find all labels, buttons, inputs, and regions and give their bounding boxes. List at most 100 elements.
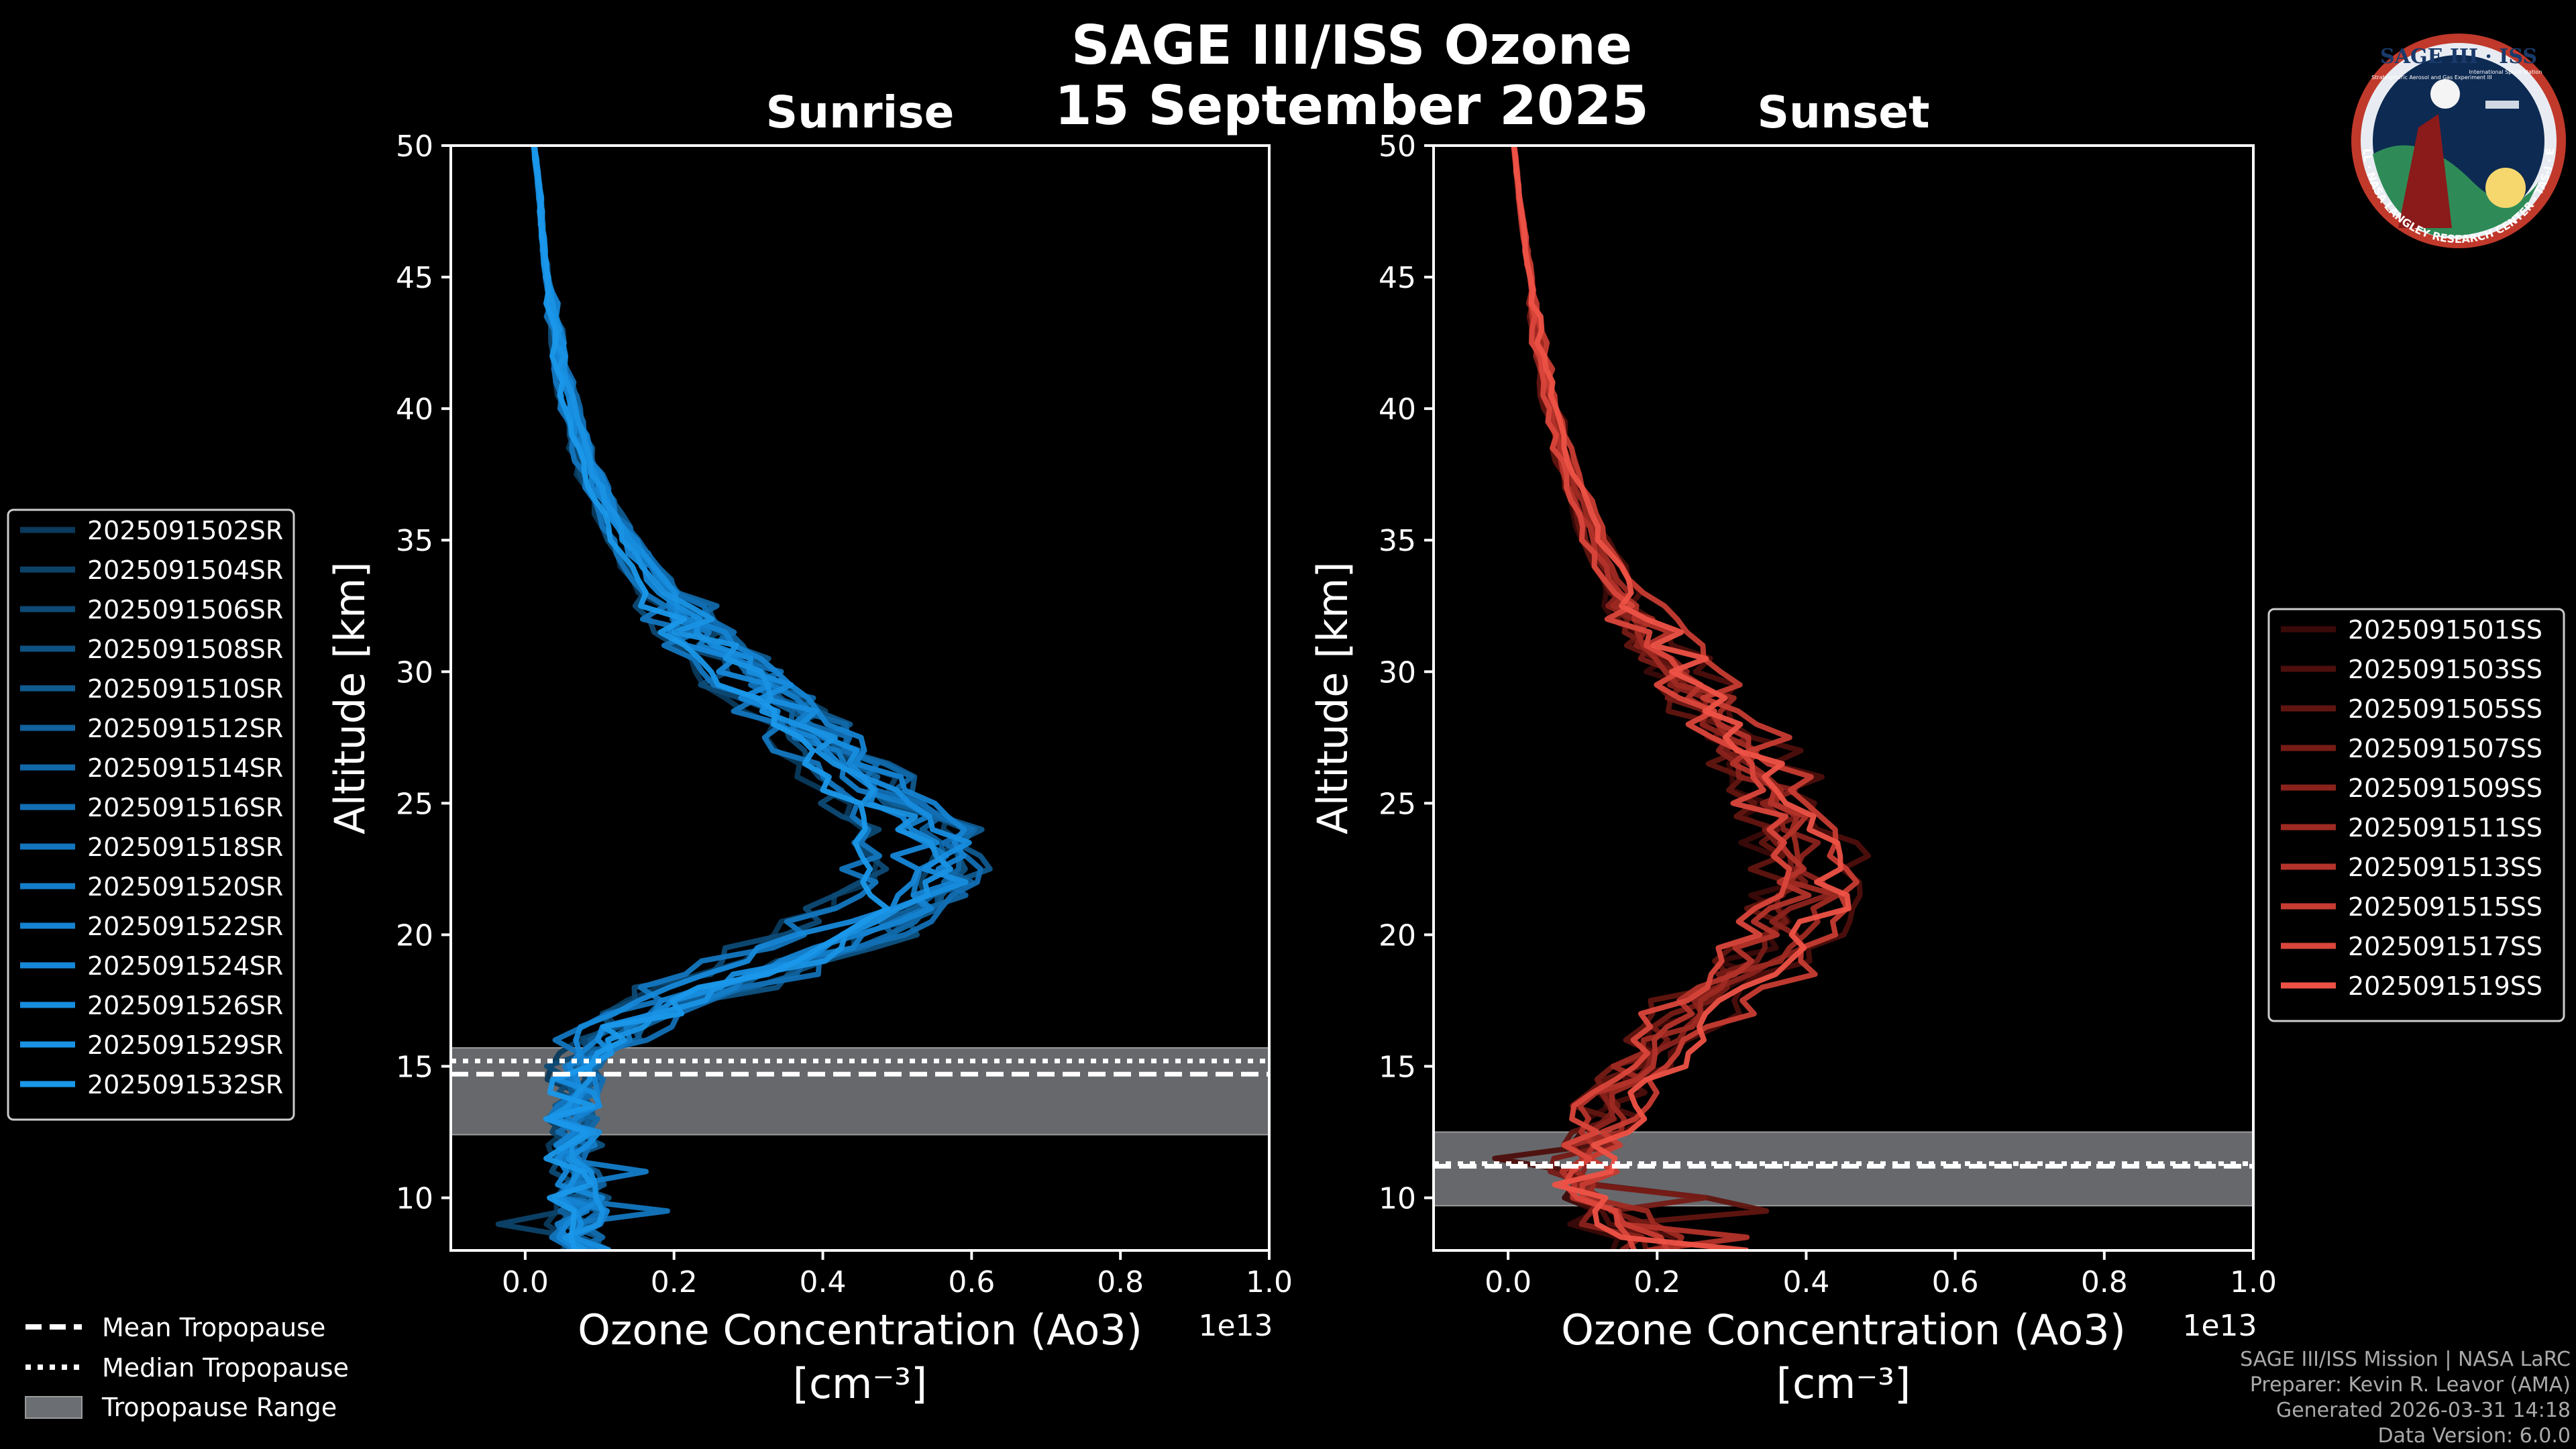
y-tick-label: 25 — [396, 787, 433, 821]
footer-line-mission: SAGE III/ISS Mission | NASA LaRC — [2240, 1348, 2571, 1371]
y-tick-label: 40 — [396, 392, 433, 427]
mean-tropopause-label: Mean Tropopause — [102, 1313, 325, 1342]
series-legend-label: 2025091504SR — [87, 555, 283, 585]
footer-line-preparer: Preparer: Kevin R. Leavor (AMA) — [2250, 1373, 2571, 1397]
series-legend-label: 2025091505SS — [2348, 694, 2542, 724]
series-legend-label: 2025091514SR — [87, 753, 283, 783]
series-legend: 2025091501SS 2025091503SS 2025091505SS 2025… — [2267, 608, 2565, 1022]
x-tick-label: 0.6 — [948, 1265, 995, 1299]
series-legend-label: 2025091506SR — [87, 595, 283, 625]
x-axis-unit: [cm⁻³] — [1776, 1359, 1911, 1408]
footer-line-version: Data Version: 6.0.0 — [2378, 1424, 2571, 1448]
panel-title: Sunrise — [766, 87, 955, 138]
profile-line-2025091507SS — [1511, 146, 1809, 1250]
x-tick-label: 0.8 — [1097, 1265, 1144, 1299]
tropopause-range-label: Tropopause Range — [101, 1393, 337, 1422]
logo-iss-text: International Space Station — [2469, 69, 2542, 75]
y-axis-label: Altitude [km] — [1308, 561, 1357, 835]
y-tick-label: 10 — [396, 1182, 433, 1216]
tropopause-range-swatch — [25, 1396, 83, 1419]
y-tick-label: 30 — [396, 655, 433, 690]
y-tick-label: 45 — [396, 261, 433, 295]
y-tick-label: 45 — [1379, 261, 1416, 295]
y-tick-label: 15 — [1379, 1051, 1416, 1085]
y-tick-label: 50 — [1379, 129, 1416, 164]
y-tick-label: 30 — [1379, 655, 1416, 690]
x-tick-label: 0.0 — [1485, 1265, 1532, 1299]
figure-title-line2: 15 September 2025 — [1055, 74, 1649, 137]
series-legend-label: 2025091507SS — [2348, 734, 2542, 763]
logo-sub-text: Stratospheric Aerosol and Gas Experiment… — [2371, 74, 2491, 80]
plot-frame — [449, 144, 1271, 1252]
series-legend-label: 2025091522SR — [87, 912, 283, 941]
x-tick-label: 0.2 — [1633, 1265, 1680, 1299]
x-axis-label: Ozone Concentration (Ao3) — [578, 1305, 1142, 1354]
logo-moon-icon — [2430, 79, 2460, 109]
logo-sun-icon — [2485, 168, 2526, 208]
x-tick-label: 0.0 — [502, 1265, 549, 1299]
profile-line-2025091501SS — [1511, 146, 1803, 1250]
plot-frame — [1432, 144, 2255, 1252]
profile-line-2025091511SS — [1511, 146, 1840, 1250]
y-tick-label: 25 — [1379, 787, 1416, 821]
series-legend-label: 2025091502SR — [87, 516, 283, 545]
y-tick-label: 35 — [396, 524, 433, 558]
series-legend-label: 2025091515SS — [2348, 892, 2542, 922]
y-tick-label: 50 — [396, 129, 433, 164]
y-axis-label: Altitude [km] — [325, 561, 374, 835]
x-tick-label: 0.4 — [800, 1265, 847, 1299]
y-tick-label: 15 — [396, 1051, 433, 1085]
tropopause-legend: Mean Tropopause Median Tropopause Tropop… — [25, 1313, 349, 1422]
profile-line-2025091519SS — [1511, 146, 1851, 1250]
figure-title-line1: SAGE III/ISS Ozone — [1071, 14, 1632, 76]
series-legend-label: 2025091501SS — [2348, 615, 2542, 645]
median-tropopause-label: Median Tropopause — [102, 1353, 349, 1383]
mission-logo: SAGE III · ISS Stratospheric Aerosol and… — [2351, 34, 2566, 248]
series-legend-label: 2025091509SS — [2348, 773, 2542, 803]
x-axis-unit: [cm⁻³] — [793, 1359, 927, 1408]
x-tick-label: 0.6 — [1932, 1265, 1979, 1299]
series-legend-label: 2025091511SS — [2348, 813, 2542, 843]
panel-title: Sunset — [1757, 87, 1929, 138]
series-legend-label: 2025091516SR — [87, 793, 283, 822]
y-tick-label: 35 — [1379, 524, 1416, 558]
profile-line-2025091517SS — [1511, 146, 1792, 1250]
series-legend-label: 2025091508SR — [87, 635, 283, 664]
series-legend-label: 2025091518SR — [87, 833, 283, 862]
y-tick-label: 20 — [396, 918, 433, 953]
profile-line-2025091513SS — [1511, 146, 1812, 1250]
x-tick-label: 0.2 — [651, 1265, 698, 1299]
series-legend-label: 2025091510SR — [87, 674, 283, 704]
series-legend-label: 2025091503SS — [2348, 655, 2542, 684]
series-legend-label: 2025091524SR — [87, 951, 283, 981]
y-tick-label: 20 — [1379, 918, 1416, 953]
x-axis-label: Ozone Concentration (Ao3) — [1561, 1305, 2126, 1354]
footer-credits: SAGE III/ISS Mission | NASA LaRC Prepare… — [2240, 1348, 2571, 1448]
series-legend-label: 2025091529SR — [87, 1030, 283, 1060]
series-legend-box — [2267, 608, 2565, 1022]
sunrise-panel: 0.0 0.2 0.4 0.6 0.8 1.0 10 15 20 25 30 35 40 45 50 Sunr… — [7, 87, 1293, 1408]
logo-figure-icon — [2398, 114, 2452, 228]
y-tick-label: 40 — [1379, 392, 1416, 427]
series-legend-label: 2025091513SS — [2348, 853, 2542, 882]
x-tick-label: 0.8 — [2081, 1265, 2128, 1299]
logo-top-text: SAGE III · ISS — [2380, 45, 2537, 68]
series-legend-label: 2025091517SS — [2348, 932, 2542, 961]
profile-lines — [1492, 146, 1872, 1250]
series-legend-box — [7, 508, 295, 1121]
footer-line-generated: Generated 2026-03-31 14:18 — [2276, 1399, 2571, 1422]
x-offset-text: 1e13 — [1198, 1309, 1273, 1343]
x-offset-text: 1e13 — [2182, 1309, 2257, 1343]
x-tick-label: 1.0 — [2230, 1265, 2277, 1299]
logo-iss-icon — [2485, 101, 2519, 109]
y-tick-label: 10 — [1379, 1182, 1416, 1216]
series-legend-label: 2025091519SS — [2348, 971, 2542, 1001]
series-legend-label: 2025091520SR — [87, 872, 283, 902]
profile-lines — [495, 146, 993, 1250]
series-legend-label: 2025091532SR — [87, 1070, 283, 1099]
x-tick-label: 0.4 — [1782, 1265, 1829, 1299]
x-tick-label: 1.0 — [1246, 1265, 1293, 1299]
sunset-panel: 0.0 0.2 0.4 0.6 0.8 1.0 10 15 20 25 30 35 40 45 50 Suns… — [1308, 87, 2565, 1408]
series-legend: 2025091502SR 2025091504SR 2025091506SR 2025… — [7, 508, 295, 1121]
